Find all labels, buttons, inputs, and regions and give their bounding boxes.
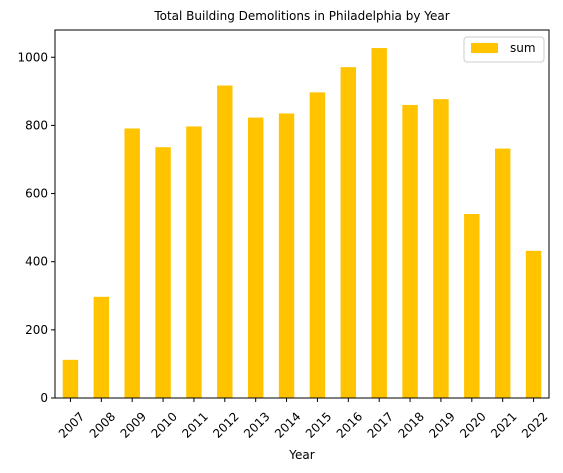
legend-label: sum	[510, 41, 536, 55]
bar-2014	[278, 113, 295, 399]
x-tick-label: 2007	[56, 409, 87, 440]
bar-2022	[525, 250, 542, 398]
x-tick-label: 2009	[118, 409, 149, 440]
x-tick-label: 2020	[457, 409, 488, 440]
bar-2021	[494, 148, 511, 398]
bar-2013	[247, 117, 264, 398]
bar-2016	[340, 67, 357, 398]
bar-2020	[464, 214, 480, 398]
bar-2010	[155, 147, 171, 398]
legend: sum	[463, 36, 545, 63]
bar-2011	[186, 126, 202, 398]
y-axis: 0 200 400 600 800 1000	[17, 50, 55, 405]
y-tick-label: 200	[25, 323, 48, 337]
bar-2019	[433, 99, 449, 398]
bar-2015	[309, 92, 326, 398]
bars-group	[62, 48, 542, 399]
x-tick-label: 2010	[148, 409, 179, 440]
x-tick-label: 2016	[334, 409, 365, 440]
x-tick-label: 2014	[272, 409, 303, 440]
bar-2018	[402, 104, 418, 399]
y-tick-label: 0	[40, 391, 48, 405]
bar-2009	[124, 128, 140, 399]
chart-title: Total Building Demolitions in Philadelph…	[153, 9, 449, 23]
x-tick-label: 2019	[426, 409, 457, 440]
x-axis: 2007 2008 2009 2010 2011 2012 2013 2014 2015 2016…	[56, 398, 550, 441]
bar-2007	[62, 359, 79, 398]
x-tick-label: 2018	[395, 409, 426, 440]
x-tick-label: 2008	[87, 409, 118, 440]
x-tick-label: 2022	[519, 409, 550, 440]
bar-2017	[371, 48, 387, 398]
y-tick-label: 400	[25, 255, 48, 269]
plot-frame	[54, 29, 550, 399]
x-tick-label: 2011	[179, 409, 210, 440]
y-tick-label: 600	[25, 187, 48, 201]
x-tick-label: 2015	[303, 409, 334, 440]
x-tick-label: 2017	[365, 409, 396, 440]
bar-2008	[93, 296, 110, 398]
bar-2012	[217, 85, 233, 398]
y-tick-label: 1000	[17, 50, 48, 64]
x-axis-label: Year	[288, 448, 314, 462]
x-tick-label: 2013	[241, 409, 272, 440]
x-tick-label: 2021	[488, 409, 519, 440]
y-tick-label: 800	[25, 118, 48, 132]
legend-swatch	[471, 43, 498, 53]
x-tick-label: 2012	[210, 409, 241, 440]
